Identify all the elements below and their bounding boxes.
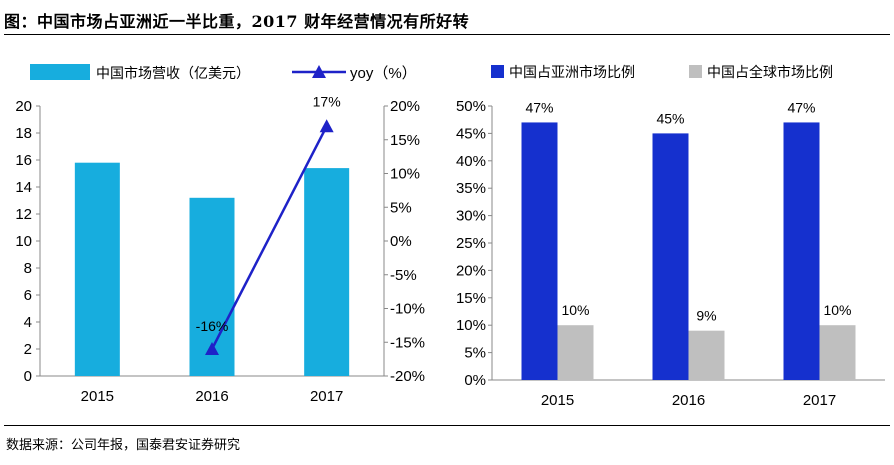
legend-asia-swatch xyxy=(491,65,504,78)
x-tick-label: 2016 xyxy=(195,388,228,405)
global-share-bar-data-label: 10% xyxy=(823,302,851,318)
global-share-bar xyxy=(819,325,856,380)
share-x-tick-label: 2017 xyxy=(803,392,836,409)
right-y-tick-label: 10% xyxy=(390,166,420,183)
yoy-line xyxy=(210,125,328,350)
left-y-tick-label: 0 xyxy=(24,368,32,385)
share-y-tick-label: 25% xyxy=(456,235,486,252)
legend-asia-label: 中国占亚洲市场比例 xyxy=(509,64,635,80)
share-y-tick-label: 20% xyxy=(456,262,486,279)
global-share-bar-data-label: 10% xyxy=(561,302,589,318)
legend-yoy-marker xyxy=(312,65,326,78)
revenue-bar xyxy=(304,168,350,376)
left-y-tick-label: 2 xyxy=(24,341,32,358)
asia-share-bar xyxy=(652,133,689,380)
global-share-bar xyxy=(688,330,725,380)
data-source-note: 数据来源：公司年报，国泰君安证券研究 xyxy=(6,438,241,453)
right-y-tick-label: -5% xyxy=(390,267,417,284)
figure-title: 图：中国市场占亚洲近一半比重，2017 财年经营情况有所好转 xyxy=(4,12,470,31)
share-y-tick-label: 40% xyxy=(456,153,486,170)
yoy-data-label: 17% xyxy=(313,93,341,109)
right-y-tick-label: 5% xyxy=(390,199,412,216)
right-y-tick-label: 0% xyxy=(390,233,412,250)
left-y-tick-label: 20 xyxy=(15,98,32,115)
left-y-tick-label: 10 xyxy=(15,233,32,250)
share-y-tick-label: 35% xyxy=(456,180,486,197)
legend-yoy-label: yoy（%） xyxy=(350,65,417,82)
left-y-tick-label: 8 xyxy=(24,260,32,277)
asia-share-bar-data-label: 47% xyxy=(525,99,553,115)
right-y-tick-label: -20% xyxy=(390,368,425,385)
left-y-tick-label: 6 xyxy=(24,287,32,304)
revenue-bar xyxy=(74,162,120,376)
legend-global-swatch xyxy=(689,65,702,78)
x-tick-label: 2017 xyxy=(310,388,343,405)
global-share-bar-data-label: 9% xyxy=(696,308,716,324)
asia-share-bar-data-label: 45% xyxy=(656,110,684,126)
share-y-tick-label: 45% xyxy=(456,125,486,142)
right-y-tick-label: -15% xyxy=(390,334,425,351)
legend-global-label: 中国占全球市场比例 xyxy=(707,64,833,80)
legend-revenue-label: 中国市场营收（亿美元） xyxy=(96,65,250,81)
share-y-tick-label: 30% xyxy=(456,208,486,225)
share-y-tick-label: 0% xyxy=(464,372,486,389)
yoy-marker xyxy=(319,119,334,133)
right-y-tick-label: 20% xyxy=(390,98,420,115)
right-y-tick-label: -10% xyxy=(390,301,425,318)
right-y-tick-label: 15% xyxy=(390,132,420,149)
share-x-tick-label: 2016 xyxy=(672,392,705,409)
asia-share-bar xyxy=(521,122,558,380)
share-y-tick-label: 15% xyxy=(456,290,486,307)
left-y-tick-label: 4 xyxy=(24,314,32,331)
share-x-tick-label: 2015 xyxy=(541,392,574,409)
x-tick-label: 2015 xyxy=(81,388,114,405)
share-y-tick-label: 5% xyxy=(464,345,486,362)
yoy-marker xyxy=(205,342,219,355)
left-y-tick-label: 18 xyxy=(15,125,32,142)
global-share-bar xyxy=(557,325,594,380)
footer-rule xyxy=(4,425,890,426)
yoy-data-label: -16% xyxy=(196,318,229,334)
asia-share-bar xyxy=(783,122,820,380)
left-y-tick-label: 14 xyxy=(15,179,32,196)
share-y-tick-label: 10% xyxy=(456,317,486,334)
asia-share-bar-data-label: 47% xyxy=(787,99,815,115)
left-y-tick-label: 16 xyxy=(15,152,32,169)
share-y-tick-label: 50% xyxy=(456,98,486,115)
left-y-tick-label: 12 xyxy=(15,206,32,223)
legend-revenue-swatch xyxy=(30,64,90,80)
title-rule xyxy=(4,34,890,35)
